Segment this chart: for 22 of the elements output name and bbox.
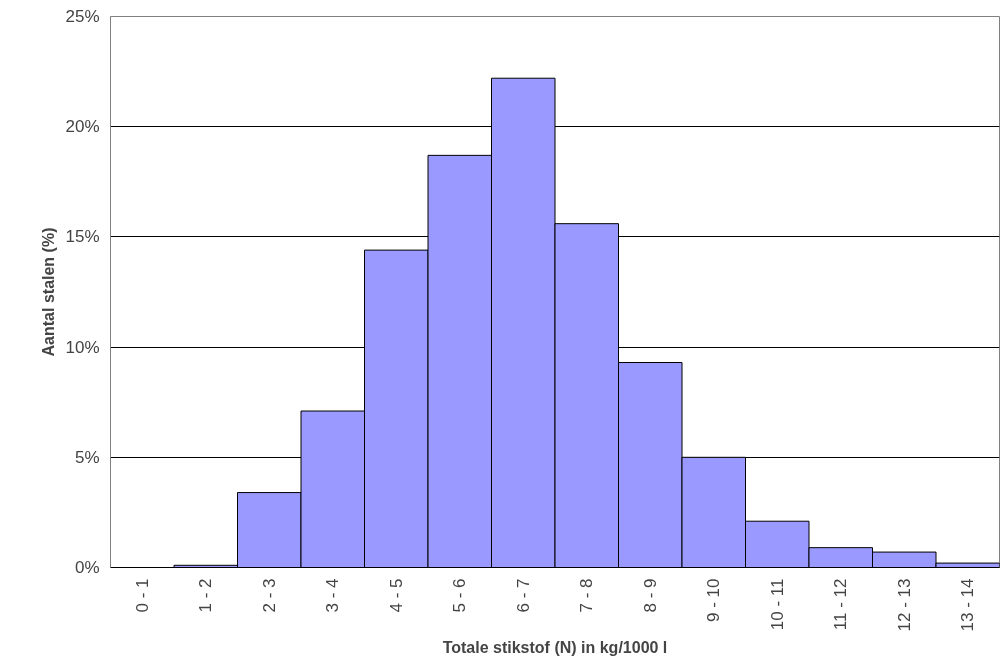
x-tick-label: 11 - 12 <box>831 578 851 631</box>
x-tick-label: 12 - 13 <box>894 578 914 632</box>
y-tick-label: 20% <box>65 117 100 137</box>
y-tick-label: 10% <box>65 337 100 357</box>
x-tick-label: 4 - 5 <box>386 578 406 613</box>
x-tick-label: 2 - 3 <box>259 578 279 613</box>
y-tick-label: 0% <box>74 558 100 577</box>
x-tick-label: 3 - 4 <box>323 578 343 613</box>
x-tick-label: 0 - 1 <box>132 578 152 613</box>
x-tick-label: 7 - 8 <box>577 578 597 613</box>
y-tick-label: 5% <box>74 447 100 467</box>
y-tick-label: 15% <box>65 227 100 247</box>
x-tick-label: 9 - 10 <box>704 578 724 622</box>
x-axis-title: Totale stikstof (N) in kg/1000 l <box>442 639 668 657</box>
x-tick-label: 10 - 11 <box>767 578 787 631</box>
x-tick-label: 13 - 14 <box>958 578 978 632</box>
y-axis-title: Aantal stalen (%) <box>40 227 58 357</box>
y-tick-label: 25% <box>65 7 100 26</box>
x-tick-label: 1 - 2 <box>196 578 216 613</box>
x-tick-label: 6 - 7 <box>513 578 533 613</box>
x-tick-label: 5 - 6 <box>450 578 470 613</box>
x-tick-label: 8 - 9 <box>640 578 660 613</box>
